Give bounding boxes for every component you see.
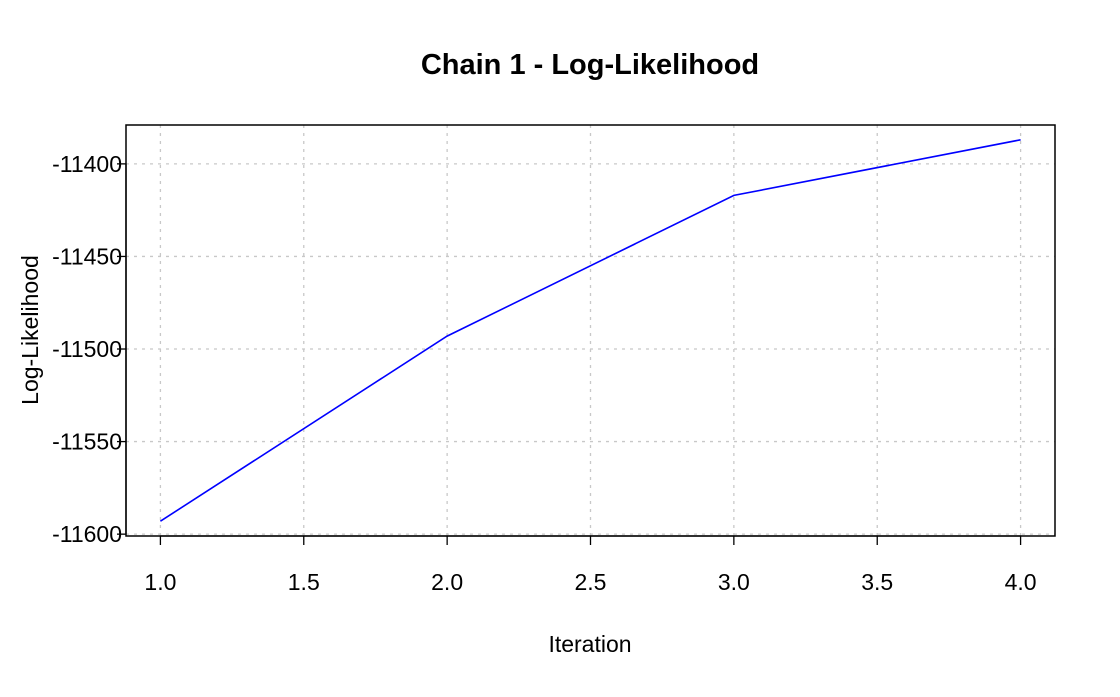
x-tick-label: 4.0 <box>1005 569 1037 595</box>
y-tick-label: -11550 <box>52 429 122 455</box>
x-tick-label: 2.0 <box>431 569 463 595</box>
x-tick-label: 1.5 <box>288 569 320 595</box>
grid-layer <box>126 125 1055 536</box>
axis-layer: 1.0 1.5 2.0 2.5 3.0 3.5 4.0 -11400 -11450 -11500 -… <box>52 151 1037 595</box>
plot-frame <box>125 124 1056 537</box>
chart-title: Chain 1 - Log-Likelihood <box>421 49 759 81</box>
series-layer <box>159 139 1021 522</box>
y-tick-label: -11500 <box>52 336 122 362</box>
series-line <box>159 139 1021 522</box>
y-tick-label: -11600 <box>52 521 122 547</box>
x-tick-label: 1.0 <box>144 569 176 595</box>
x-tick-label: 3.0 <box>718 569 750 595</box>
x-tick-label: 3.5 <box>861 569 893 595</box>
x-axis-label: Iteration <box>548 631 631 657</box>
x-tick-label: 2.5 <box>575 569 607 595</box>
y-tick-label: -11450 <box>52 243 122 269</box>
y-axis-label: Log-Likelihood <box>17 255 43 405</box>
y-tick-label: -11400 <box>52 151 122 177</box>
